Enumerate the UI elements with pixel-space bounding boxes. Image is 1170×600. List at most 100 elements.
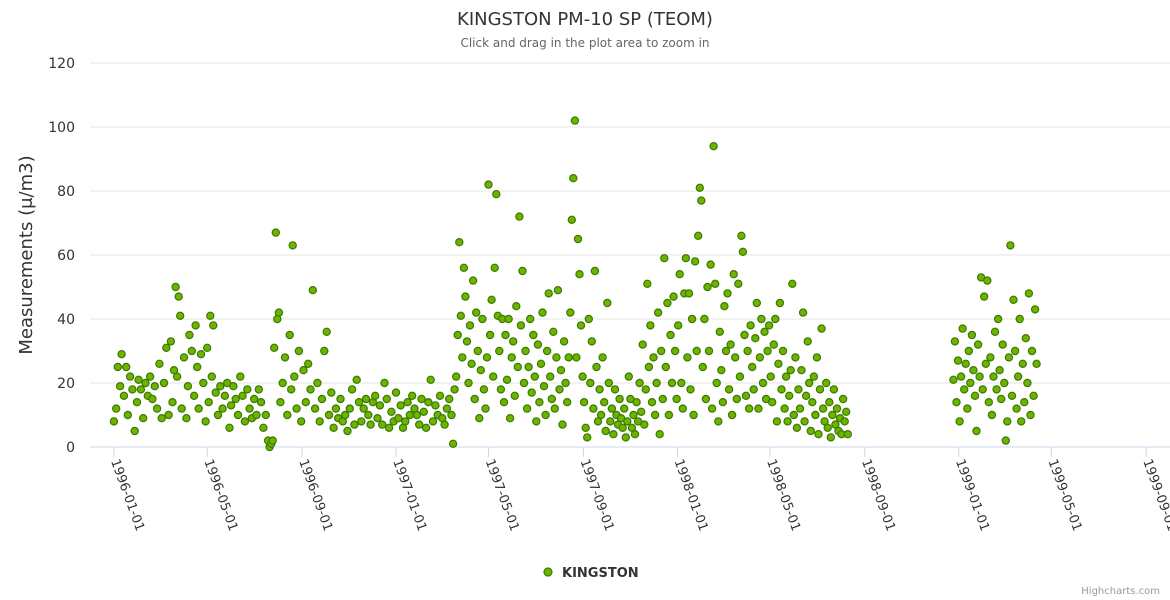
data-point[interactable] (701, 394, 711, 404)
data-point[interactable] (109, 417, 119, 426)
data-point[interactable] (737, 231, 746, 240)
data-point[interactable] (401, 417, 410, 426)
data-point[interactable] (949, 375, 958, 384)
data-point[interactable] (245, 404, 254, 413)
data-point[interactable] (788, 279, 797, 288)
data-point[interactable] (513, 362, 523, 372)
data-point[interactable] (697, 196, 706, 205)
data-point[interactable] (394, 414, 403, 423)
data-point[interactable] (555, 385, 564, 394)
data-point[interactable] (825, 398, 834, 407)
data-point[interactable] (343, 426, 352, 436)
data-point[interactable] (769, 340, 779, 349)
data-point[interactable] (1021, 334, 1031, 343)
data-point[interactable] (952, 398, 961, 407)
data-point[interactable] (1004, 353, 1014, 362)
data-point[interactable] (499, 398, 509, 407)
data-point[interactable] (749, 385, 758, 394)
data-point[interactable] (206, 311, 215, 320)
data-point[interactable] (630, 430, 640, 439)
data-point[interactable] (278, 378, 287, 388)
data-point[interactable] (783, 417, 792, 426)
data-point[interactable] (564, 353, 573, 362)
data-point[interactable] (956, 372, 966, 381)
data-point[interactable] (703, 282, 712, 292)
data-point[interactable] (811, 410, 820, 420)
data-points[interactable] (109, 116, 1041, 452)
data-point[interactable] (452, 372, 461, 381)
data-point[interactable] (698, 362, 708, 372)
data-point[interactable] (541, 410, 550, 420)
data-point[interactable] (380, 378, 389, 388)
credits-link[interactable]: Highcharts.com (1081, 586, 1160, 597)
data-point[interactable] (172, 372, 182, 381)
data-point[interactable] (563, 398, 572, 407)
data-point[interactable] (352, 375, 361, 384)
data-point[interactable] (1018, 359, 1028, 368)
data-point[interactable] (690, 257, 700, 266)
data-point[interactable] (980, 292, 989, 301)
data-point[interactable] (496, 385, 506, 394)
data-point[interactable] (653, 308, 663, 317)
data-point[interactable] (384, 423, 394, 432)
data-point[interactable] (623, 417, 632, 426)
data-point[interactable] (652, 378, 661, 388)
data-point[interactable] (729, 270, 738, 279)
data-point[interactable] (986, 353, 995, 362)
data-point[interactable] (270, 343, 279, 352)
data-point[interactable] (589, 404, 598, 413)
data-point[interactable] (806, 426, 816, 436)
data-point[interactable] (970, 391, 980, 400)
data-point[interactable] (378, 420, 387, 429)
data-point[interactable] (689, 410, 698, 420)
data-point[interactable] (371, 391, 380, 400)
data-point[interactable] (771, 314, 780, 324)
data-point[interactable] (465, 321, 475, 330)
data-point[interactable] (505, 414, 515, 423)
data-point[interactable] (1015, 314, 1024, 324)
data-point[interactable] (512, 302, 521, 311)
data-point[interactable] (638, 340, 647, 349)
data-point[interactable] (578, 372, 587, 381)
data-point[interactable] (201, 417, 210, 426)
data-point[interactable] (226, 401, 236, 410)
data-point[interactable] (775, 298, 785, 308)
data-point[interactable] (975, 372, 984, 381)
data-point[interactable] (417, 394, 426, 404)
data-point[interactable] (524, 362, 533, 372)
data-point[interactable] (211, 388, 220, 397)
data-point[interactable] (963, 404, 972, 413)
data-point[interactable] (177, 404, 186, 413)
data-point[interactable] (445, 394, 454, 404)
data-point[interactable] (950, 337, 960, 346)
data-point[interactable] (458, 353, 467, 362)
data-point[interactable] (519, 378, 529, 388)
data-point[interactable] (233, 410, 243, 420)
data-point[interactable] (345, 404, 354, 413)
data-point[interactable] (755, 353, 765, 362)
data-point[interactable] (455, 237, 464, 247)
data-point[interactable] (575, 270, 584, 279)
data-point[interactable] (547, 394, 557, 404)
data-point[interactable] (243, 385, 252, 394)
data-point[interactable] (171, 282, 180, 292)
data-point[interactable] (990, 327, 1000, 336)
data-point[interactable] (490, 263, 499, 272)
data-point[interactable] (596, 410, 606, 420)
data-point[interactable] (292, 404, 301, 413)
data-point[interactable] (829, 385, 839, 394)
data-point[interactable] (587, 337, 597, 346)
data-point[interactable] (521, 346, 530, 356)
data-point[interactable] (643, 279, 652, 288)
data-point[interactable] (470, 394, 479, 404)
data-point[interactable] (822, 378, 831, 388)
data-point[interactable] (803, 337, 812, 346)
data-point[interactable] (677, 378, 686, 388)
data-point[interactable] (1001, 436, 1011, 445)
data-point[interactable] (732, 394, 742, 404)
data-point[interactable] (134, 375, 143, 384)
data-point[interactable] (308, 286, 317, 295)
data-point[interactable] (489, 372, 498, 381)
data-point[interactable] (998, 340, 1007, 349)
data-point[interactable] (507, 353, 516, 362)
